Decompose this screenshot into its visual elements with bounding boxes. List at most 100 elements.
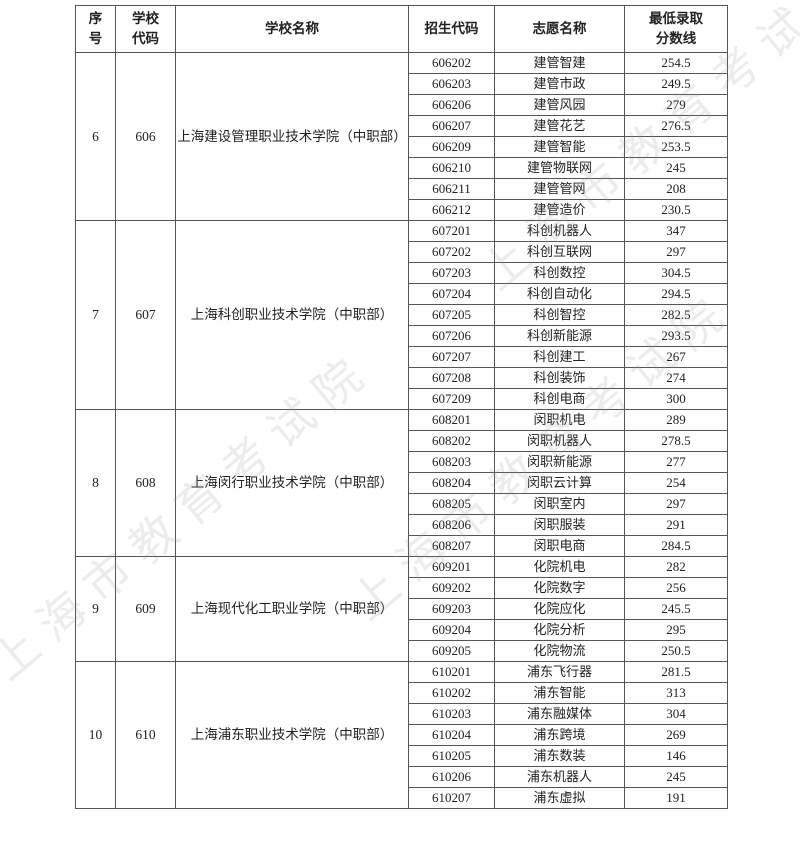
enroll-code: 607206 — [408, 325, 495, 347]
enroll-code: 607201 — [408, 220, 495, 242]
table-row: 608206 闵职服装 291 — [76, 514, 728, 536]
school-code: 607 — [115, 220, 176, 410]
program-name: 闵职机电 — [494, 409, 625, 431]
program-name: 建管造价 — [494, 199, 625, 221]
school-name: 上海建设管理职业技术学院（中职部） — [175, 52, 409, 221]
min-score: 278.5 — [624, 430, 728, 452]
enroll-code: 607203 — [408, 262, 495, 284]
table-row: 608204 闵职云计算 254 — [76, 472, 728, 494]
program-name: 科创电商 — [494, 388, 625, 410]
program-name: 浦东智能 — [494, 682, 625, 704]
program-name: 科创建工 — [494, 346, 625, 368]
program-name: 化院机电 — [494, 556, 625, 578]
table-row: 610205 浦东数装 146 — [76, 745, 728, 767]
program-name: 闵职电商 — [494, 535, 625, 557]
enroll-code: 610202 — [408, 682, 495, 704]
min-score: 291 — [624, 514, 728, 536]
enroll-code: 608207 — [408, 535, 495, 557]
min-score: 254 — [624, 472, 728, 494]
min-score: 245.5 — [624, 598, 728, 620]
school-name: 上海现代化工职业学院（中职部） — [175, 556, 409, 662]
school-seq: 9 — [75, 556, 116, 662]
min-score: 289 — [624, 409, 728, 431]
table-row: 610202 浦东智能 313 — [76, 682, 728, 704]
program-name: 浦东虚拟 — [494, 787, 625, 809]
school-seq: 10 — [75, 661, 116, 809]
program-name: 化院数字 — [494, 577, 625, 599]
program-name: 闵职室内 — [494, 493, 625, 515]
enroll-code: 606207 — [408, 115, 495, 137]
program-name: 建管智能 — [494, 136, 625, 158]
program-name: 闵职服装 — [494, 514, 625, 536]
min-score: 297 — [624, 493, 728, 515]
min-score: 276.5 — [624, 115, 728, 137]
enroll-code: 606203 — [408, 73, 495, 95]
enroll-code: 608203 — [408, 451, 495, 473]
min-score: 245 — [624, 157, 728, 179]
min-score: 347 — [624, 220, 728, 242]
table-row: 607209 科创电商 300 — [76, 388, 728, 410]
program-name: 科创智控 — [494, 304, 625, 326]
enroll-code: 610207 — [408, 787, 495, 809]
table-row: 610206 浦东机器人 245 — [76, 766, 728, 788]
enroll-code: 610201 — [408, 661, 495, 683]
table-row: 607203 科创数控 304.5 — [76, 262, 728, 284]
program-name: 科创数控 — [494, 262, 625, 284]
enroll-code: 607204 — [408, 283, 495, 305]
min-score: 267 — [624, 346, 728, 368]
min-score: 277 — [624, 451, 728, 473]
program-name: 建管物联网 — [494, 157, 625, 179]
enroll-code: 607209 — [408, 388, 495, 410]
enroll-code: 606212 — [408, 199, 495, 221]
enroll-code: 607205 — [408, 304, 495, 326]
min-score: 253.5 — [624, 136, 728, 158]
school-code: 606 — [115, 52, 176, 221]
enroll-code: 608201 — [408, 409, 495, 431]
min-score: 256 — [624, 577, 728, 599]
header-school-name: 学校名称 — [175, 5, 409, 53]
header-seq: 序号 — [75, 5, 116, 53]
table-row: 606209 建管智能 253.5 — [76, 136, 728, 158]
table-row: 609204 化院分析 295 — [76, 619, 728, 641]
enroll-code: 607202 — [408, 241, 495, 263]
program-name: 浦东机器人 — [494, 766, 625, 788]
min-score: 297 — [624, 241, 728, 263]
min-score: 250.5 — [624, 640, 728, 662]
enroll-code: 608202 — [408, 430, 495, 452]
min-score: 293.5 — [624, 325, 728, 347]
program-name: 建管市政 — [494, 73, 625, 95]
program-name: 浦东飞行器 — [494, 661, 625, 683]
enroll-code: 607207 — [408, 346, 495, 368]
enroll-code: 606202 — [408, 52, 495, 74]
min-score: 230.5 — [624, 199, 728, 221]
program-name: 建管智建 — [494, 52, 625, 74]
table-row: 9 609 上海现代化工职业学院（中职部） 609201 化院机电 282 — [75, 556, 728, 662]
program-name: 建管管网 — [494, 178, 625, 200]
min-score: 245 — [624, 766, 728, 788]
min-score: 146 — [624, 745, 728, 767]
program-name: 闵职机器人 — [494, 430, 625, 452]
enroll-code: 609202 — [408, 577, 495, 599]
table-row: 607207 科创建工 267 — [76, 346, 728, 368]
program-name: 闵职云计算 — [494, 472, 625, 494]
table-row: 607206 科创新能源 293.5 — [76, 325, 728, 347]
program-name: 科创互联网 — [494, 241, 625, 263]
school-name: 上海闵行职业技术学院（中职部） — [175, 409, 409, 557]
enroll-code: 610204 — [408, 724, 495, 746]
enroll-code: 606206 — [408, 94, 495, 116]
table-row: 606211 建管管网 208 — [76, 178, 728, 200]
program-name: 浦东跨境 — [494, 724, 625, 746]
enroll-code: 609204 — [408, 619, 495, 641]
min-score: 282 — [624, 556, 728, 578]
min-score: 279 — [624, 94, 728, 116]
header-enroll-code: 招生代码 — [408, 5, 495, 53]
min-score: 274 — [624, 367, 728, 389]
enroll-code: 610206 — [408, 766, 495, 788]
program-name: 化院应化 — [494, 598, 625, 620]
enroll-code: 608205 — [408, 493, 495, 515]
admission-score-table: 序号 学校代码 学校名称 招生代码 志愿名称 最低录取分数线 6 606 上海建设管… — [75, 5, 728, 809]
enroll-code: 608204 — [408, 472, 495, 494]
school-seq: 6 — [75, 52, 116, 221]
school-code: 610 — [115, 661, 176, 809]
table-row: 608205 闵职室内 297 — [76, 493, 728, 515]
